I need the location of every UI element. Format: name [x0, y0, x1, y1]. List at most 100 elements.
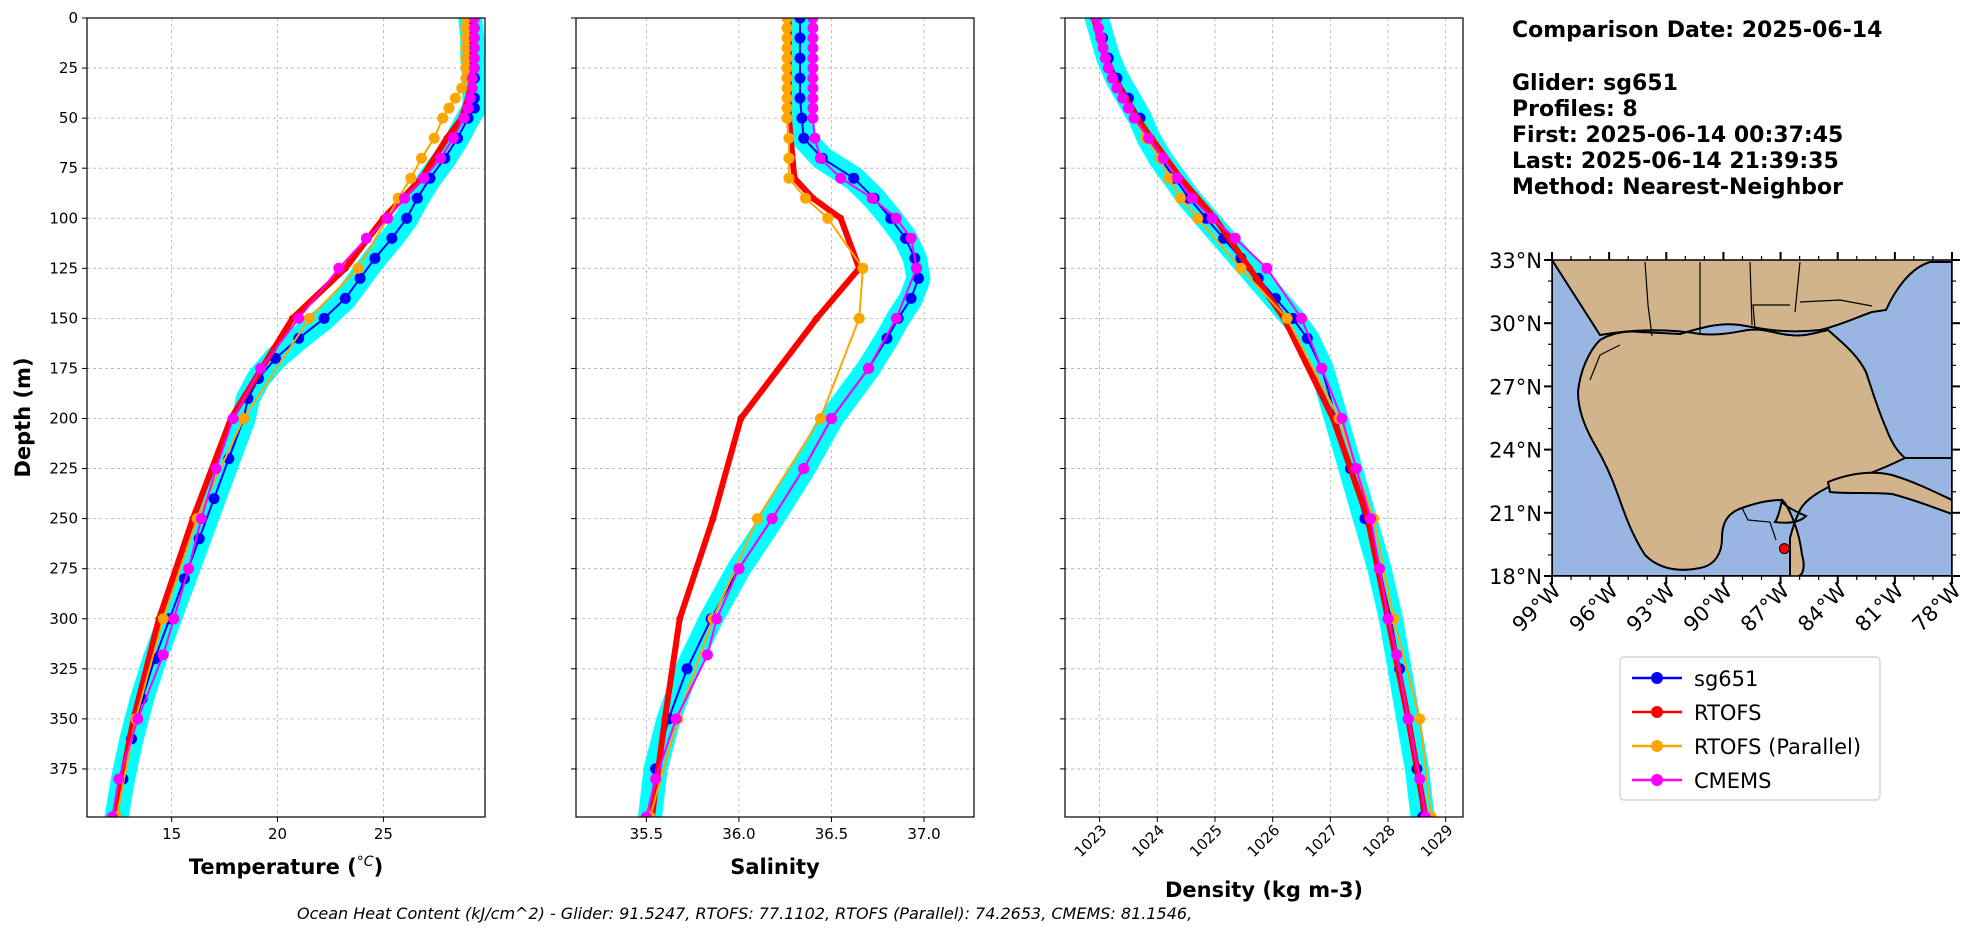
data-point-cmems: [333, 262, 345, 274]
data-point-cmems: [468, 52, 480, 64]
y-tick-label: 325: [49, 660, 78, 678]
map-lon-label: 81°W: [1850, 578, 1908, 636]
mexico-border: [1589, 344, 1777, 541]
data-point-rtofs-parallel: [157, 613, 169, 625]
legend-marker: [1651, 672, 1663, 684]
data-point-cmems: [807, 18, 819, 24]
data-point-cmems: [1382, 613, 1394, 625]
x-axis-label: Temperature (°C): [189, 854, 383, 879]
data-point-cmems: [905, 232, 917, 244]
data-point-cmems: [1095, 32, 1107, 44]
legend-item-cmems: CMEMS: [1632, 769, 1772, 793]
legend-label: CMEMS: [1694, 769, 1772, 793]
last-time: Last: 2025-06-14 21:39:35: [1512, 149, 1839, 174]
first-time: First: 2025-06-14 00:37:45: [1512, 123, 1843, 148]
y-tick-label: 200: [49, 410, 78, 428]
data-point-sg651: [794, 92, 806, 104]
data-point-cmems: [1229, 232, 1241, 244]
glider-location-marker: [1778, 543, 1790, 555]
data-point-sg651: [794, 32, 806, 44]
data-point-rtofs-parallel: [781, 92, 793, 104]
data-point-cmems: [1122, 102, 1134, 114]
data-point-rtofs-parallel: [443, 102, 455, 114]
cuba: [1826, 471, 1952, 516]
map-lat-label: 33°N: [1489, 249, 1542, 273]
data-point-rtofs-parallel: [781, 18, 793, 24]
data-point-rtofs-parallel: [352, 262, 364, 274]
data-point-cmems: [807, 72, 819, 84]
data-point-cmems: [890, 312, 902, 324]
y-tick-label: 50: [59, 109, 78, 127]
data-point-cmems: [1414, 773, 1426, 785]
data-point-cmems: [293, 312, 305, 324]
data-point-rtofs-parallel: [460, 42, 472, 54]
data-point-cmems: [1106, 72, 1118, 84]
data-point-sg651: [401, 212, 413, 224]
map-lon-label: 90°W: [1679, 578, 1737, 636]
y-tick-label: 350: [49, 710, 78, 728]
data-point-sg651: [794, 72, 806, 84]
data-point-cmems: [650, 773, 662, 785]
data-point-rtofs-parallel: [751, 513, 763, 525]
map-lon-label: 84°W: [1793, 578, 1851, 636]
data-point-cmems: [798, 463, 810, 475]
y-tick-label: 250: [49, 510, 78, 528]
data-point-cmems: [807, 52, 819, 64]
x-tick-label: 20: [268, 825, 287, 843]
x-axis-label: Salinity: [730, 855, 820, 879]
data-point-cmems: [701, 649, 713, 661]
y-tick-label: 275: [49, 560, 78, 578]
data-point-cmems: [360, 232, 372, 244]
map-lat-label: 21°N: [1489, 502, 1542, 526]
series-line-sg651: [115, 18, 476, 817]
data-point-cmems: [435, 152, 446, 164]
y-tick-label: 25: [59, 59, 78, 77]
data-point-cmems: [468, 62, 480, 74]
data-point-cmems: [106, 811, 118, 817]
data-point-cmems: [807, 112, 819, 124]
data-point-sg651: [794, 18, 806, 24]
data-point-sg651: [411, 192, 423, 204]
data-point-cmems: [733, 563, 745, 575]
data-point-rtofs-parallel: [800, 192, 811, 204]
data-point-cmems: [1186, 192, 1198, 204]
data-point-rtofs-parallel: [781, 72, 793, 84]
data-point-cmems: [1350, 463, 1362, 475]
panel-1: 0 25 50 75 100 125 150 175 200 225 250 275 300 325 350…: [11, 9, 486, 879]
data-point-rtofs-parallel: [781, 112, 793, 124]
data-point-sg651: [293, 332, 305, 344]
gulf-of-mexico: [1552, 260, 1952, 576]
y-tick-label: 175: [49, 359, 78, 377]
data-point-sg651: [794, 52, 806, 64]
x-tick-label: 1025: [1186, 821, 1226, 861]
data-point-cmems: [1316, 362, 1328, 374]
x-tick-label: 36.0: [722, 825, 755, 843]
data-point-rtofs-parallel: [460, 52, 472, 64]
y-tick-label: 225: [49, 460, 78, 478]
data-point-cmems: [382, 212, 394, 224]
data-point-cmems: [1206, 212, 1218, 224]
x-tick-label: 1028: [1359, 821, 1399, 861]
data-point-cmems: [1157, 152, 1169, 164]
data-point-sg651: [905, 292, 917, 304]
data-point-rtofs-parallel: [781, 82, 793, 94]
data-point-cmems: [458, 112, 470, 124]
data-point-cmems: [835, 172, 847, 184]
panel-2: 35.5 36.0 36.5 37.0 Salinity: [571, 17, 975, 879]
data-point-cmems: [210, 463, 222, 475]
data-point-rtofs-parallel: [1174, 192, 1186, 204]
data-point-cmems: [807, 92, 819, 104]
data-point-sg651: [913, 272, 924, 284]
data-point-cmems: [462, 102, 474, 114]
data-point-rtofs-parallel: [781, 102, 793, 114]
data-point-sg651: [386, 232, 398, 244]
series-line-rtofs: [111, 18, 476, 817]
data-point-cmems: [1365, 513, 1377, 525]
data-point-sg651: [318, 312, 330, 324]
data-point-cmems: [1261, 262, 1273, 274]
data-point-cmems: [866, 192, 878, 204]
legend-item-rtofs: RTOFS: [1632, 701, 1761, 725]
y-tick-label: 0: [68, 9, 78, 27]
data-point-rtofs-parallel: [460, 62, 472, 74]
